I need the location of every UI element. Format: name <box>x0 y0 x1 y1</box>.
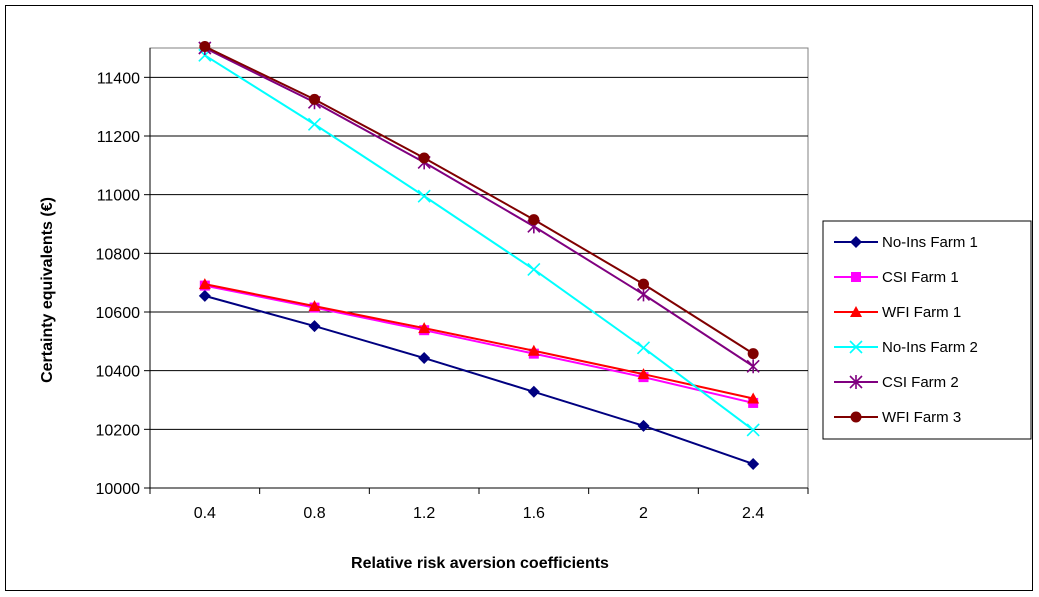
legend-label: No-Ins Farm 1 <box>882 234 978 251</box>
legend-label: WFI Farm 3 <box>882 409 961 426</box>
data-point <box>747 457 760 470</box>
series-line <box>204 283 754 400</box>
x-tick-label: 0.4 <box>194 505 216 522</box>
legend-label: No-Ins Farm 2 <box>882 339 978 356</box>
data-point <box>308 300 321 312</box>
y-tick-label: 10800 <box>96 246 141 263</box>
plot-background <box>149 47 809 489</box>
data-point <box>850 411 862 423</box>
data-point <box>309 93 320 105</box>
legend-item: No-Ins Farm 1 <box>834 234 978 251</box>
y-tick-label: 10000 <box>96 481 141 498</box>
series-line <box>204 284 754 404</box>
series-layer <box>198 41 760 470</box>
series-line <box>204 47 754 368</box>
legend-item: WFI Farm 3 <box>834 409 961 426</box>
legend-item: No-Ins Farm 2 <box>834 339 978 356</box>
legend-label: CSI Farm 2 <box>882 374 959 391</box>
legend: No-Ins Farm 1 CSI Farm 1 WFI Farm 1 No-Ins … <box>822 220 1032 440</box>
legend-label: CSI Farm 1 <box>882 269 959 286</box>
x-tick-label: 2.4 <box>742 505 764 522</box>
data-point <box>747 348 759 360</box>
data-point <box>418 152 430 164</box>
plot-area <box>149 47 809 489</box>
data-point <box>307 117 322 131</box>
y-axis-title: Certainty equivalents (€) <box>39 197 56 383</box>
series-line <box>204 54 754 431</box>
data-point <box>198 289 211 302</box>
data-point <box>418 322 431 334</box>
data-point <box>850 236 862 248</box>
data-point <box>747 392 760 404</box>
data-point <box>636 287 651 302</box>
series-3 <box>198 278 760 404</box>
series-1 <box>198 289 760 470</box>
data-point <box>198 278 211 290</box>
data-point <box>527 344 540 356</box>
data-point <box>636 341 651 355</box>
x-tick-label: 0.8 <box>303 505 325 522</box>
x-tick-label: 1.6 <box>523 505 545 522</box>
y-tick-label: 11200 <box>97 129 140 146</box>
data-point <box>849 340 863 354</box>
data-point <box>637 368 650 380</box>
y-tick-label: 11000 <box>97 188 140 205</box>
y-tick-label: 10600 <box>96 305 141 322</box>
data-point <box>199 41 211 53</box>
y-tick-label: 10400 <box>96 364 141 381</box>
data-point <box>850 306 862 317</box>
data-point <box>417 189 431 203</box>
series-line <box>204 294 754 465</box>
data-point <box>851 272 861 282</box>
data-point <box>418 352 431 365</box>
x-axis-title: Relative risk aversion coefficients <box>351 555 609 572</box>
x-tick-label: 1.2 <box>413 505 435 522</box>
data-point <box>308 320 321 333</box>
data-point <box>527 385 540 398</box>
data-point <box>527 262 541 277</box>
data-point <box>638 278 649 290</box>
y-tick-label: 11400 <box>97 70 140 87</box>
y-tick-label: 10200 <box>96 422 141 439</box>
x-tick-label: 2 <box>639 505 648 522</box>
legend-label: WFI Farm 1 <box>882 304 961 321</box>
x-tick-labels: 0.4 0.8 1.2 1.6 2 2.4 <box>149 488 809 522</box>
legend-item: CSI Farm 2 <box>834 374 959 391</box>
y-tick-labels: 10000 10200 10400 10600 10800 11000 11200 11400 <box>96 70 150 498</box>
legend-item: WFI Farm 1 <box>834 304 961 321</box>
data-point <box>746 359 760 374</box>
data-point <box>637 419 650 432</box>
data-point <box>746 423 760 437</box>
series-6 <box>199 41 759 360</box>
legend-item: CSI Farm 1 <box>834 269 959 286</box>
legend-box <box>822 220 1032 440</box>
data-point <box>528 214 540 226</box>
series-line <box>204 45 754 355</box>
data-point <box>849 375 863 389</box>
